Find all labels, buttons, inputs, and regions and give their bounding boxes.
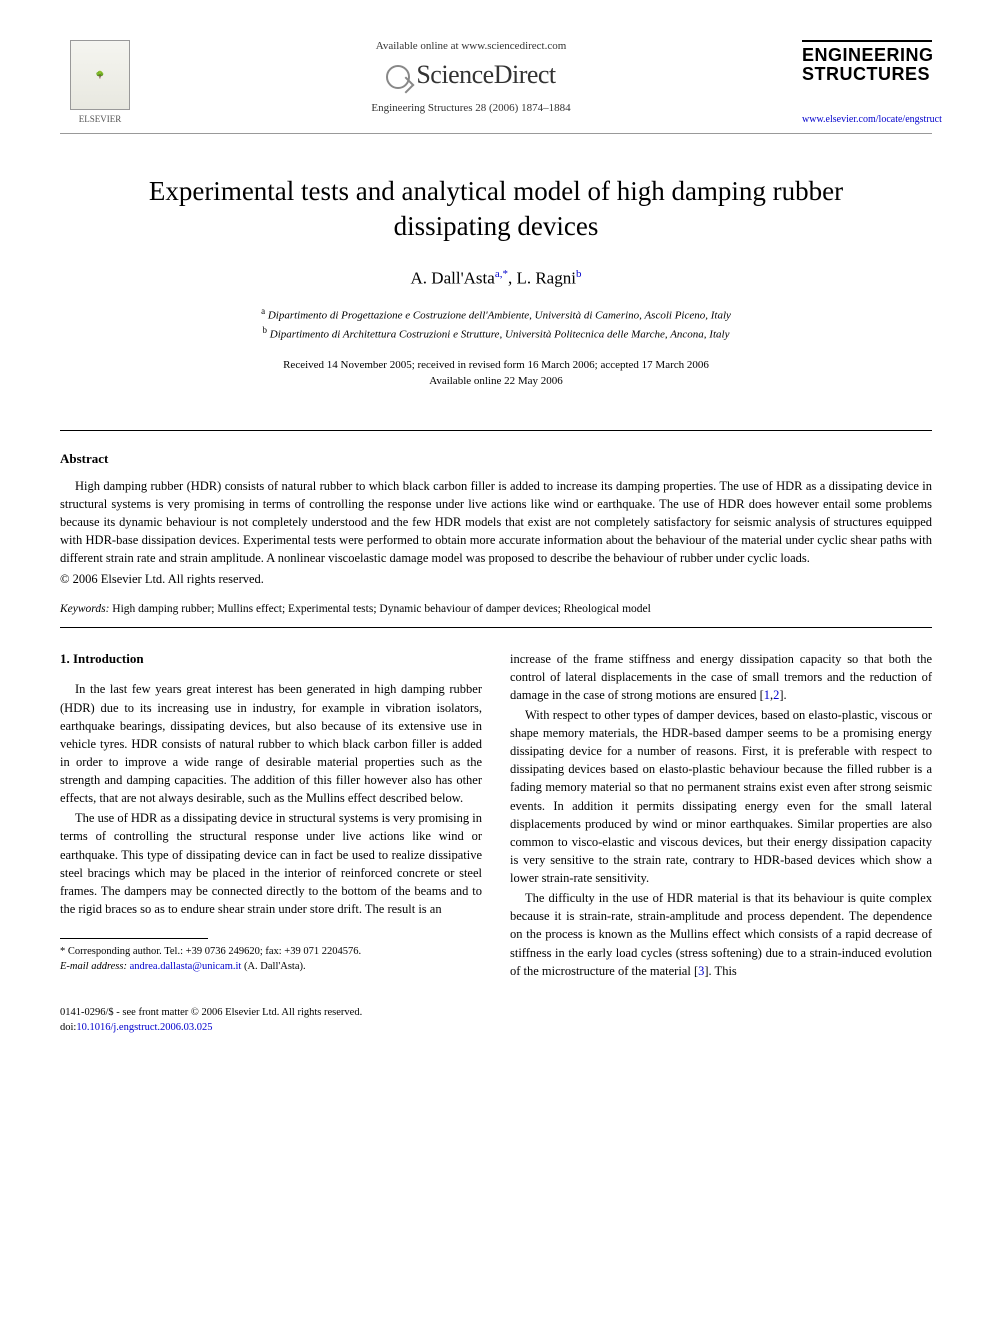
keywords-line: Keywords: High damping rubber; Mullins e… <box>60 603 932 615</box>
sciencedirect-logo: ScienceDirect <box>160 60 782 90</box>
center-header: Available online at www.sciencedirect.co… <box>140 40 802 114</box>
email-suffix: (A. Dall'Asta). <box>241 961 305 972</box>
paper-title: Experimental tests and analytical model … <box>60 174 932 244</box>
affiliation-b: b Dipartimento di Architettura Costruzio… <box>60 324 932 343</box>
header-divider <box>60 133 932 134</box>
affiliations: a Dipartimento di Progettazione e Costru… <box>60 305 932 343</box>
email-label: E-mail address: <box>60 961 127 972</box>
abstract-copyright: © 2006 Elsevier Ltd. All rights reserved… <box>60 572 932 587</box>
doi-label: doi: <box>60 1022 76 1033</box>
journal-title-box: ENGINEERING STRUCTURES <box>802 40 932 84</box>
intro-para-3: With respect to other types of damper de… <box>510 706 932 887</box>
email-link[interactable]: andrea.dallasta@unicam.it <box>130 961 242 972</box>
author-1: A. Dall'Asta <box>411 269 495 288</box>
affiliation-a: a Dipartimento di Progettazione e Costru… <box>60 305 932 324</box>
keywords-label: Keywords: <box>60 603 109 615</box>
abstract-bottom-divider <box>60 627 932 628</box>
author-2: , L. Ragni <box>508 269 576 288</box>
journal-logo-block: ENGINEERING STRUCTURES www.elsevier.com/… <box>802 40 932 125</box>
column-right: increase of the frame stiffness and ener… <box>510 650 932 982</box>
journal-logo-line1: ENGINEERING <box>802 46 932 65</box>
abstract-text: High damping rubber (HDR) consists of na… <box>60 477 932 568</box>
body-columns: 1. Introduction In the last few years gr… <box>60 650 932 982</box>
column-left: 1. Introduction In the last few years gr… <box>60 650 482 982</box>
p2cont-a: increase of the frame stiffness and ener… <box>510 652 932 702</box>
intro-para-4: The difficulty in the use of HDR materia… <box>510 889 932 980</box>
footnote-block: * Corresponding author. Tel.: +39 0736 2… <box>60 945 482 974</box>
section-1-heading: 1. Introduction <box>60 650 482 669</box>
keywords-text: High damping rubber; Mullins effect; Exp… <box>109 603 650 615</box>
issn-line: 0141-0296/$ - see front matter © 2006 El… <box>60 1006 932 1021</box>
footnote-divider <box>60 938 208 939</box>
elsevier-logo: 🌳 ELSEVIER <box>60 40 140 124</box>
journal-locate-link[interactable]: www.elsevier.com/locate/engstruct <box>802 114 932 125</box>
elsevier-label: ELSEVIER <box>60 114 140 124</box>
email-line: E-mail address: andrea.dallasta@unicam.i… <box>60 960 482 975</box>
journal-logo-line2: STRUCTURES <box>802 65 932 84</box>
doi-line: doi:10.1016/j.engstruct.2006.03.025 <box>60 1021 932 1036</box>
intro-para-2: The use of HDR as a dissipating device i… <box>60 809 482 918</box>
abstract-top-divider <box>60 430 932 431</box>
intro-para-2-cont: increase of the frame stiffness and ener… <box>510 650 932 704</box>
affil-b-text: Dipartimento di Architettura Costruzioni… <box>267 328 729 340</box>
affil-a-text: Dipartimento di Progettazione e Costruzi… <box>265 309 731 321</box>
author-2-affil-link[interactable]: b <box>576 268 582 280</box>
article-dates: Received 14 November 2005; received in r… <box>60 357 932 390</box>
sciencedirect-icon <box>386 65 410 89</box>
sciencedirect-text: ScienceDirect <box>416 60 555 89</box>
bottom-info: 0141-0296/$ - see front matter © 2006 El… <box>60 1006 932 1035</box>
dates-online: Available online 22 May 2006 <box>60 373 932 390</box>
available-online-text: Available online at www.sciencedirect.co… <box>160 40 782 52</box>
authors-line: A. Dall'Astaa,*, L. Ragnib <box>60 268 932 289</box>
abstract-heading: Abstract <box>60 451 932 467</box>
doi-link[interactable]: 10.1016/j.engstruct.2006.03.025 <box>76 1022 212 1033</box>
p2cont-b: ]. <box>779 688 786 702</box>
header-row: 🌳 ELSEVIER Available online at www.scien… <box>60 40 932 125</box>
dates-received: Received 14 November 2005; received in r… <box>60 357 932 374</box>
p4-b: ]. This <box>704 964 736 978</box>
journal-reference: Engineering Structures 28 (2006) 1874–18… <box>160 102 782 114</box>
intro-para-1: In the last few years great interest has… <box>60 680 482 807</box>
corresponding-author-note: * Corresponding author. Tel.: +39 0736 2… <box>60 945 482 960</box>
elsevier-tree-icon: 🌳 <box>70 40 130 110</box>
